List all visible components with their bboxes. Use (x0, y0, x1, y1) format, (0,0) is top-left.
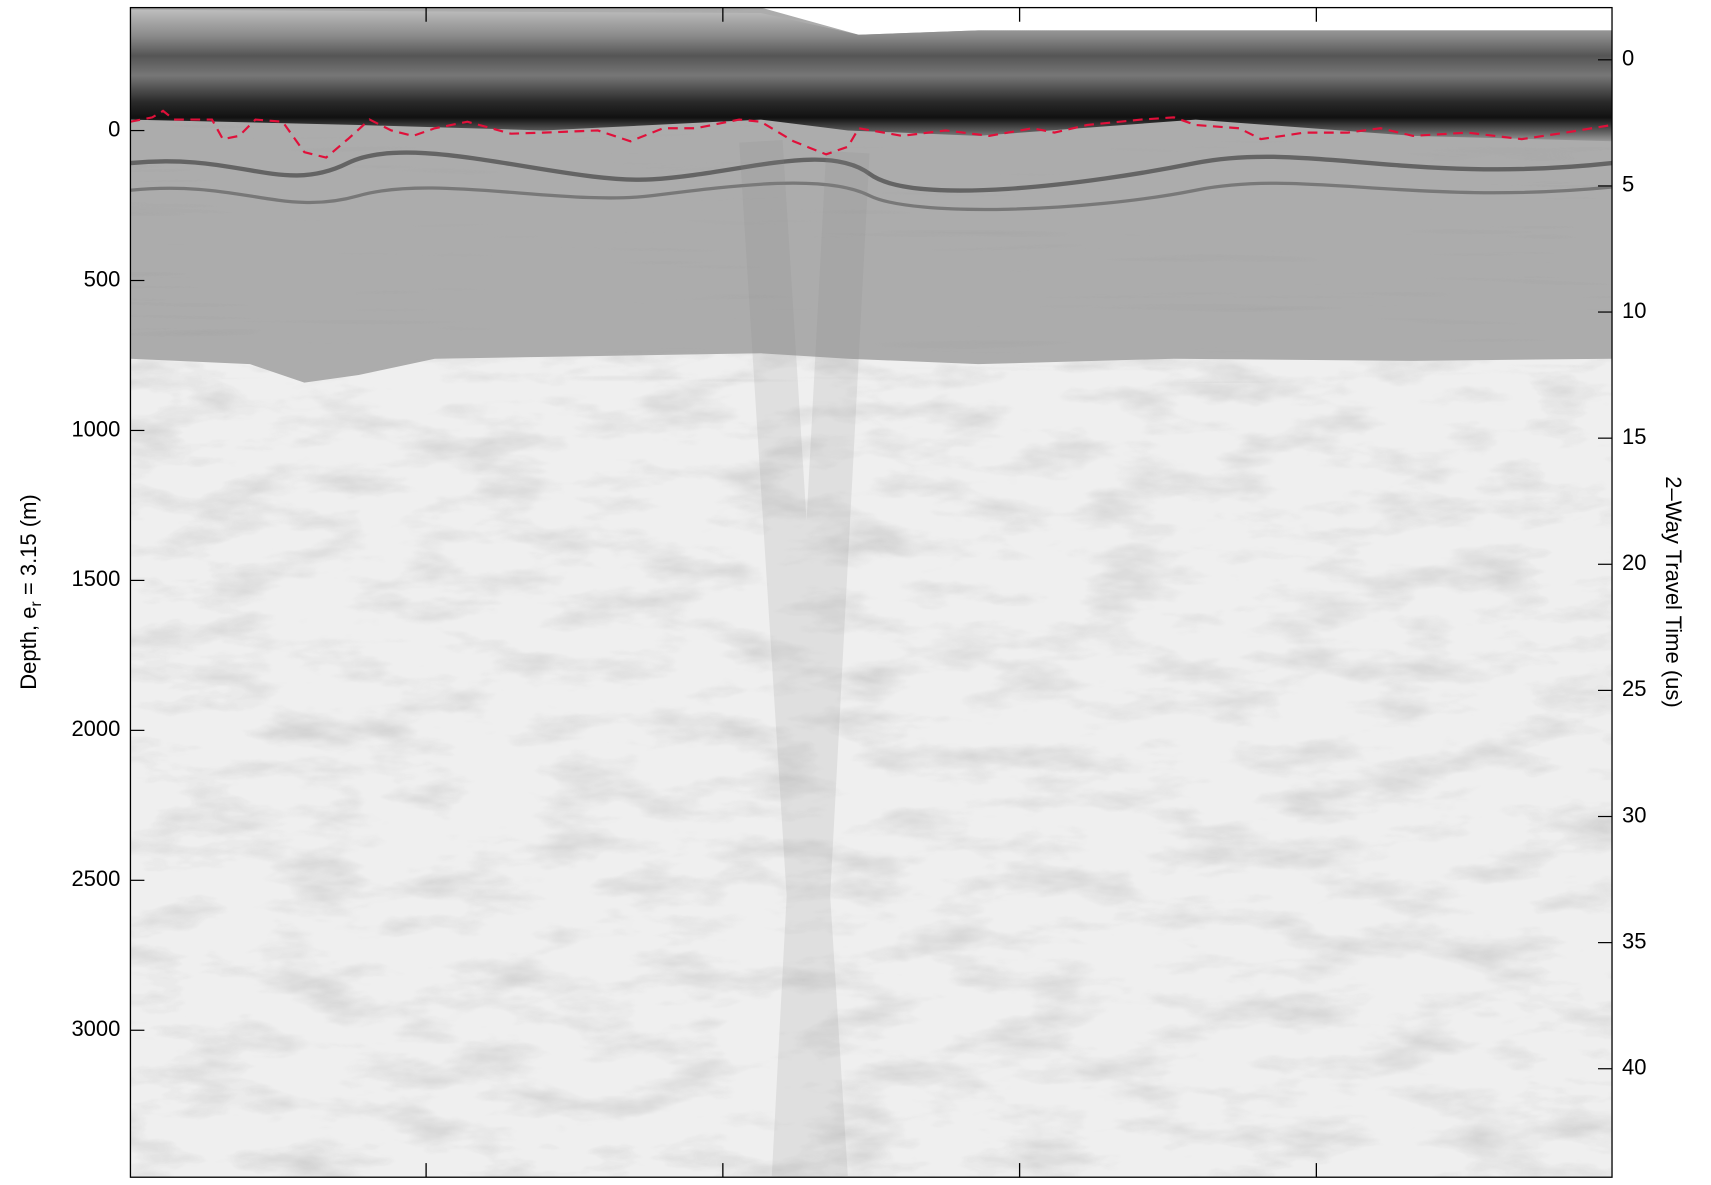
y2-axis-label: 2–Way Travel Time (us) (1661, 476, 1686, 707)
y2-tick-label: 20 (1622, 550, 1646, 575)
y2-tick-label: 10 (1622, 298, 1646, 323)
y2-tick-label: 25 (1622, 676, 1646, 701)
y2-tick-label: 40 (1622, 1055, 1646, 1080)
y2-tick-label: 30 (1622, 802, 1646, 827)
y-axis-label: Depth, er = 3.15 (m) (16, 494, 45, 689)
y2-tick-label: 0 (1622, 46, 1634, 71)
radar-image (129, 6, 1613, 1178)
y-tick-label: 500 (84, 266, 121, 291)
y-tick-label: 1000 (71, 416, 120, 441)
y2-tick-label: 35 (1622, 928, 1646, 953)
y-label-sub: r (28, 601, 45, 607)
y-label-main: Depth, e (16, 607, 41, 690)
y2-tick-label: 15 (1622, 424, 1646, 449)
y-tick-label: 3000 (71, 1016, 120, 1041)
y-tick-label: 2500 (71, 866, 120, 891)
y-tick-label: 0 (108, 116, 120, 141)
y-tick-label: 2000 (71, 716, 120, 741)
y-label-tail: = 3.15 (m) (16, 494, 41, 601)
y2-tick-label: 5 (1622, 172, 1634, 197)
y-tick-label: 1500 (71, 566, 120, 591)
